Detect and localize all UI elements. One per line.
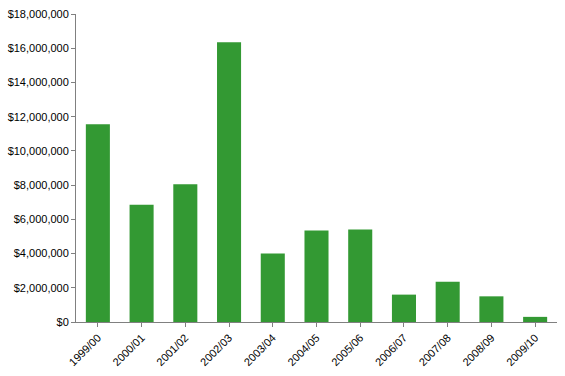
svg-text:$4,000,000: $4,000,000 bbox=[14, 247, 69, 259]
svg-text:2002/03: 2002/03 bbox=[198, 332, 235, 369]
svg-text:$18,000,000: $18,000,000 bbox=[8, 8, 69, 20]
svg-text:2003/04: 2003/04 bbox=[241, 332, 278, 369]
svg-text:2004/05: 2004/05 bbox=[285, 332, 322, 369]
svg-text:$16,000,000: $16,000,000 bbox=[8, 42, 69, 54]
svg-text:2001/02: 2001/02 bbox=[154, 332, 191, 369]
svg-text:$10,000,000: $10,000,000 bbox=[8, 145, 69, 157]
svg-text:2005/06: 2005/06 bbox=[329, 332, 366, 369]
svg-text:2009/10: 2009/10 bbox=[504, 332, 541, 369]
svg-text:2007/08: 2007/08 bbox=[416, 332, 453, 369]
svg-text:$12,000,000: $12,000,000 bbox=[8, 111, 69, 123]
svg-text:$6,000,000: $6,000,000 bbox=[14, 213, 69, 225]
svg-text:$2,000,000: $2,000,000 bbox=[14, 282, 69, 294]
svg-text:$8,000,000: $8,000,000 bbox=[14, 179, 69, 191]
svg-text:1999/00: 1999/00 bbox=[67, 332, 104, 369]
svg-text:$0: $0 bbox=[57, 316, 69, 328]
svg-text:$14,000,000: $14,000,000 bbox=[8, 76, 69, 88]
svg-text:2000/01: 2000/01 bbox=[110, 332, 147, 369]
svg-text:2006/07: 2006/07 bbox=[373, 332, 410, 369]
svg-text:2008/09: 2008/09 bbox=[460, 332, 497, 369]
